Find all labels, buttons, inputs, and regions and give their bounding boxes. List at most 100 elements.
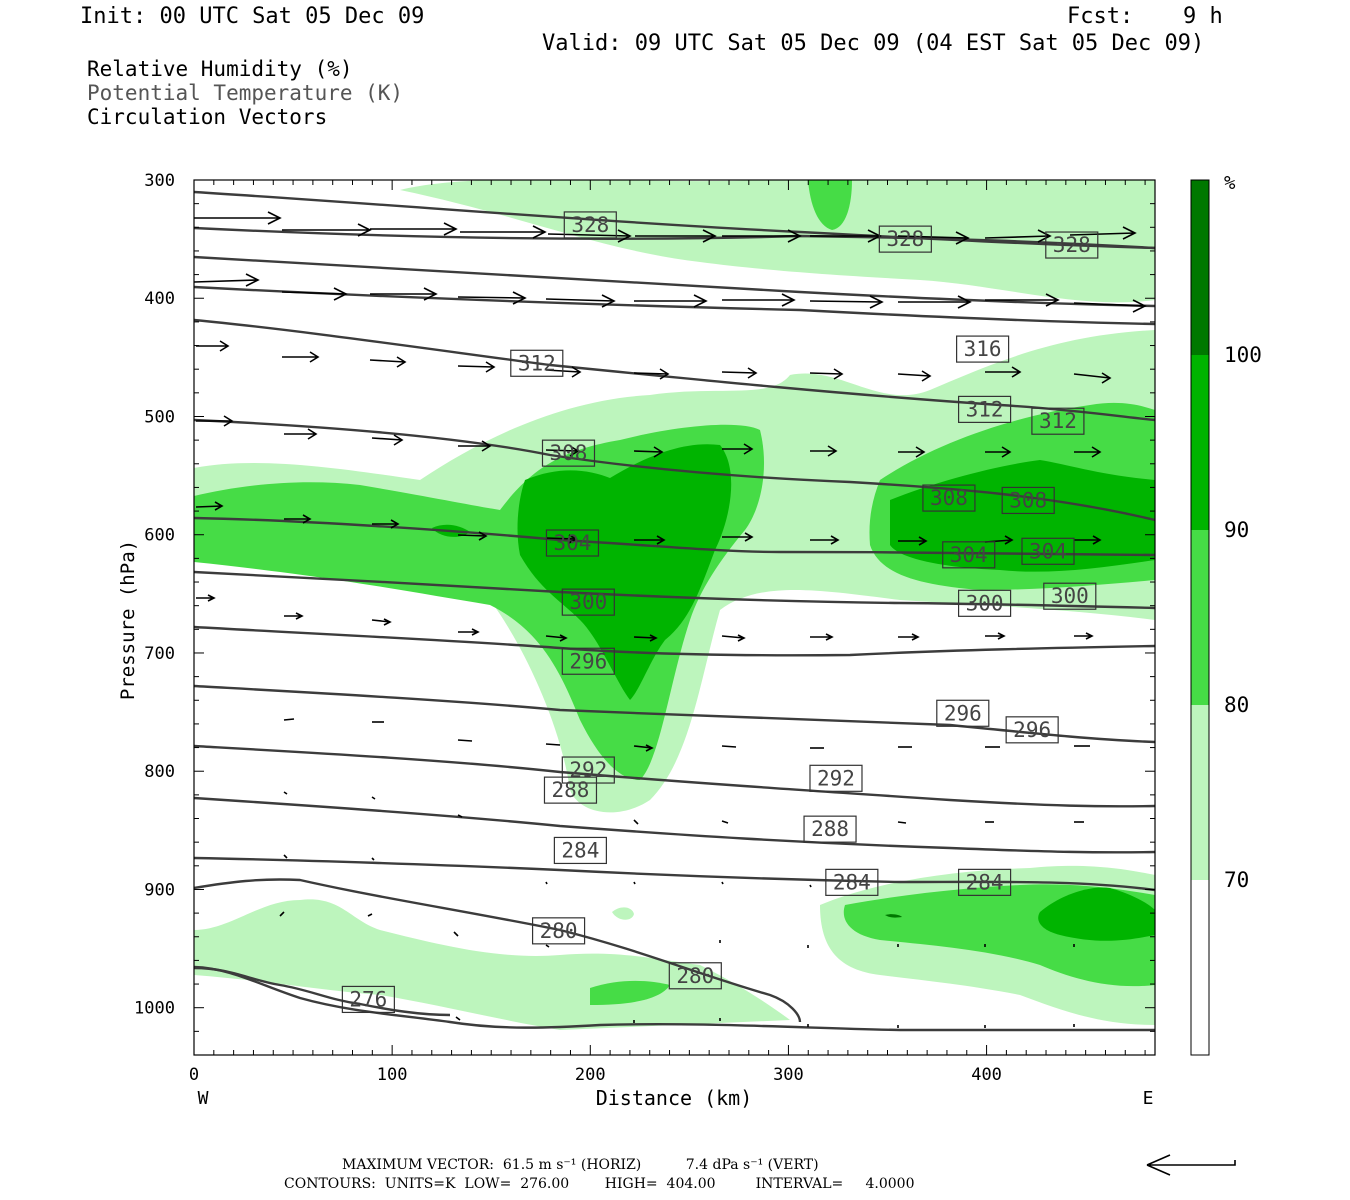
theta-label-text: 276 — [349, 987, 387, 1011]
vector-arrow — [633, 744, 654, 752]
theta-label-box — [1031, 407, 1085, 435]
theta-label-box — [541, 439, 596, 467]
vector-arrow — [367, 913, 373, 917]
vector-arrow — [371, 618, 392, 626]
vector-arrow — [633, 368, 670, 380]
theta-contour — [194, 570, 1155, 610]
x-tick-label: 400 — [971, 1065, 1002, 1085]
theta-contour — [194, 966, 451, 1017]
theta-label-text: 328 — [1053, 233, 1091, 257]
theta-label: 308 — [541, 439, 596, 467]
rh-saturated-patch — [885, 914, 902, 918]
theta-label: 280 — [531, 917, 586, 945]
rh-region-mid-dark-core — [517, 444, 732, 700]
x-axis-left-end: W — [198, 1088, 209, 1109]
vector-arrow — [634, 294, 708, 308]
theta-label-text: 308 — [1009, 488, 1047, 512]
plot-frame — [193, 179, 1156, 1056]
vector-arrow — [1073, 299, 1147, 313]
theta-label-text: 280 — [676, 964, 714, 988]
vector-arrow — [545, 534, 578, 544]
theta-label-box — [1005, 716, 1059, 744]
vector-arrow — [897, 231, 970, 245]
vector-arrow — [283, 791, 288, 795]
reference-vector-arrow — [1146, 1154, 1236, 1176]
vector-arrow — [721, 820, 729, 824]
vector-arrow — [1073, 372, 1112, 384]
vector-arrow — [721, 745, 737, 748]
theta-contour — [194, 190, 1155, 250]
colorbar: % 100 90 80 70 — [1190, 172, 1262, 1056]
colorbar-label-80: 80 — [1224, 693, 1249, 717]
theta-contour — [194, 625, 1155, 657]
vector-arrow — [453, 931, 459, 937]
y-tick-label: 800 — [144, 762, 175, 782]
x-axis-title: Distance (km) — [596, 1086, 753, 1110]
theta-label: 300 — [561, 588, 615, 616]
theta-label-text: 304 — [1029, 539, 1067, 563]
vector-arrow — [721, 634, 746, 642]
theta-label: 284 — [553, 836, 607, 865]
vector-arrow — [455, 1016, 461, 1021]
vector-arrow — [985, 366, 1022, 378]
vector-arrow — [809, 884, 812, 888]
theta-label: 280 — [668, 962, 722, 990]
vector-arrow — [722, 532, 754, 542]
theta-label: 308 — [1001, 486, 1055, 515]
theta-label-box — [825, 868, 879, 896]
vector-arrow — [372, 519, 400, 529]
theta-contour — [194, 856, 1155, 892]
theta-label: 296 — [561, 647, 615, 675]
theta-contour — [194, 878, 802, 1023]
theta-label-box — [531, 917, 586, 945]
field-theta-label: Potential Temperature (K) — [87, 81, 404, 105]
theta-contour — [194, 744, 1155, 808]
vector-arrow — [810, 229, 882, 243]
y-tick-label: 400 — [144, 289, 175, 309]
theta-label-box — [561, 647, 615, 675]
theta-label-box — [341, 985, 395, 1014]
theta-label-text: 328 — [571, 213, 609, 237]
theta-label-box — [957, 868, 1012, 896]
max-vector-note: MAXIMUM VECTOR: 61.5 m s⁻¹ (HORIZ) 7.4 d… — [342, 1157, 819, 1173]
valid-time: Valid: 09 UTC Sat 05 Dec 09 (04 EST Sat … — [542, 31, 1205, 56]
vector-arrow — [194, 273, 260, 287]
vector-arrow — [457, 291, 527, 305]
theta-label: 312 — [1031, 407, 1085, 435]
vector-arrow — [1074, 632, 1094, 640]
vector-arrow — [810, 535, 840, 545]
vector-arrow — [809, 368, 844, 380]
colorbar-bin-100 — [1191, 180, 1209, 355]
vector-arrow — [195, 501, 224, 511]
vector-arrow — [282, 223, 372, 237]
vector-arrow — [810, 633, 834, 641]
contour-info-note: CONTOURS: UNITS=K LOW= 276.00 HIGH= 404.… — [284, 1176, 915, 1192]
theta-label-box — [1045, 231, 1099, 259]
theta-label-box — [1043, 582, 1097, 610]
theta-label: 276 — [341, 985, 395, 1014]
vector-arrow — [984, 229, 1052, 243]
theta-label-text: 328 — [886, 227, 924, 251]
rh-region-top-patch — [808, 180, 852, 230]
vector-arrow — [898, 446, 926, 458]
theta-label: 304 — [942, 541, 996, 569]
y-tick-label: 700 — [144, 644, 175, 664]
theta-label-text: 312 — [518, 351, 556, 375]
theta-label-box — [543, 776, 598, 804]
vector-arrow — [897, 370, 932, 382]
vector-arrow — [194, 211, 282, 225]
theta-contours — [194, 190, 1155, 1032]
theta-label-text: 296 — [944, 701, 982, 725]
theta-label-box — [1001, 486, 1055, 515]
theta-label-text: 296 — [569, 649, 607, 673]
theta-contour — [194, 418, 1155, 522]
vector-arrow — [1074, 535, 1102, 545]
theta-label-text: 284 — [561, 838, 599, 862]
theta-label-box — [957, 395, 1012, 423]
theta-label-text: 308 — [550, 441, 588, 465]
vector-arrow — [460, 225, 547, 239]
theta-label: 288 — [543, 776, 598, 804]
theta-label-text: 300 — [569, 590, 607, 614]
vector-arrow — [985, 446, 1012, 458]
y-tick-label: 1000 — [134, 999, 175, 1019]
